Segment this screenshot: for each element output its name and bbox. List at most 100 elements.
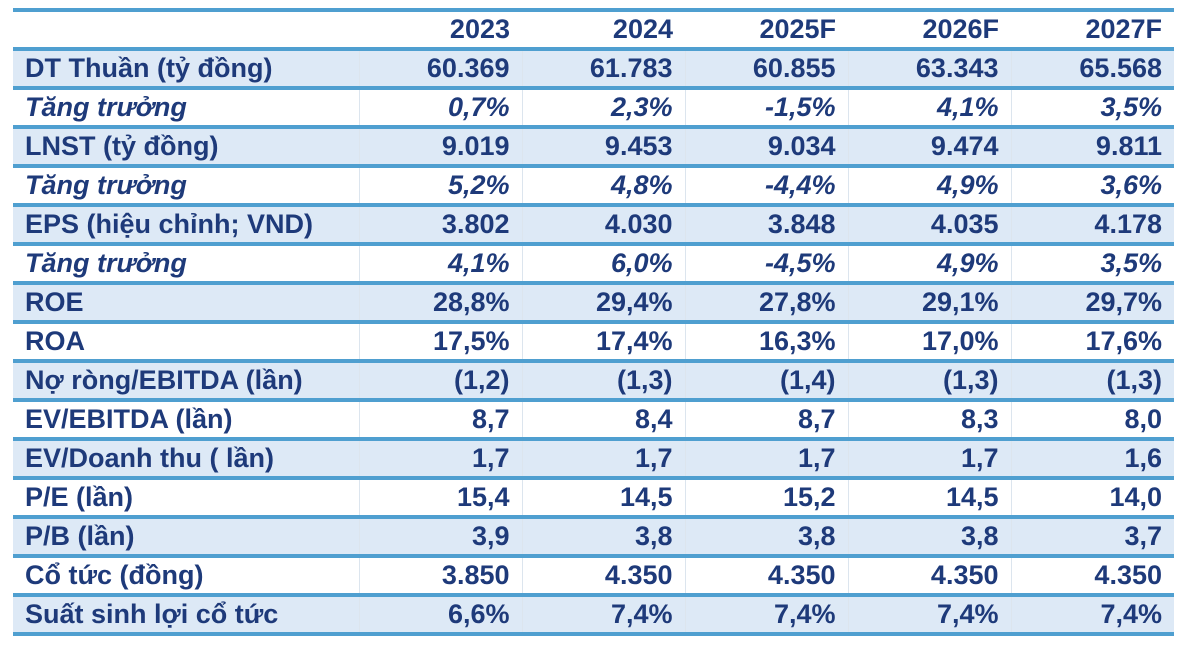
table-row: Suất sinh lợi cổ tức 6,6% 7,4% 7,4% 7,4%… [13, 595, 1174, 634]
row-value: 3,8 [847, 517, 1011, 556]
row-value: 9.453 [521, 127, 685, 166]
row-value: 60.855 [684, 49, 848, 88]
table-row: P/E (lần) 15,4 14,5 15,2 14,5 14,0 [13, 478, 1174, 517]
row-label: ROA [25, 326, 85, 356]
header-blank-cell [13, 10, 359, 49]
row-value: 8,7 [684, 400, 848, 439]
row-value: 5,2% [358, 166, 522, 205]
row-value: (1,3) [847, 361, 1011, 400]
row-value: -1,5% [684, 88, 848, 127]
row-value: 7,4% [847, 595, 1011, 634]
column-header-2027f: 2027F [1085, 14, 1162, 44]
row-value: 3,5% [1010, 244, 1174, 283]
row-label: Tăng trưởng [25, 92, 187, 122]
row-value: 3.848 [684, 205, 848, 244]
row-value: 9.811 [1010, 127, 1174, 166]
row-label: P/E (lần) [25, 482, 134, 512]
row-label: DT Thuần (tỷ đồng) [25, 53, 273, 83]
row-value: 65.568 [1010, 49, 1174, 88]
row-value: 9.019 [358, 127, 522, 166]
row-label: Tăng trưởng [25, 170, 187, 200]
table-row: EV/Doanh thu ( lần) 1,7 1,7 1,7 1,7 1,6 [13, 439, 1174, 478]
row-value: 16,3% [684, 322, 848, 361]
row-value: 3,7 [1010, 517, 1174, 556]
row-value: 9.034 [684, 127, 848, 166]
row-label: Tăng trưởng [25, 248, 187, 278]
row-value: 27,8% [684, 283, 848, 322]
row-value: 8,0 [1010, 400, 1174, 439]
row-label: Cổ tức (đồng) [25, 560, 204, 590]
row-value: 7,4% [1010, 595, 1174, 634]
row-value: 14,5 [521, 478, 685, 517]
row-label: Suất sinh lợi cổ tức [25, 599, 279, 629]
column-header-2025f: 2025F [759, 14, 836, 44]
table-header: 2023 2024 2025F 2026F 2027F [13, 10, 1174, 49]
row-value: 60.369 [358, 49, 522, 88]
table-row: Tăng trưởng 5,2% 4,8% -4,4% 4,9% 3,6% [13, 166, 1174, 205]
row-value: 1,7 [358, 439, 522, 478]
row-value: 4.350 [684, 556, 848, 595]
row-value: 29,1% [847, 283, 1011, 322]
row-value: 1,7 [847, 439, 1011, 478]
row-value: 17,5% [358, 322, 522, 361]
table-row: EPS (hiệu chỉnh; VND) 3.802 4.030 3.848 … [13, 205, 1174, 244]
row-label: ROE [25, 287, 84, 317]
table-row: DT Thuần (tỷ đồng) 60.369 61.783 60.855 … [13, 49, 1174, 88]
row-value: -4,4% [684, 166, 848, 205]
table-row: P/B (lần) 3,9 3,8 3,8 3,8 3,7 [13, 517, 1174, 556]
row-value: 4.350 [521, 556, 685, 595]
row-value: 2,3% [521, 88, 685, 127]
row-value: 15,2 [684, 478, 848, 517]
row-value: 3,9 [358, 517, 522, 556]
row-value: 4.035 [847, 205, 1011, 244]
row-value: (1,4) [684, 361, 848, 400]
row-value: (1,3) [1010, 361, 1174, 400]
row-value: 4.030 [521, 205, 685, 244]
row-value: 3,5% [1010, 88, 1174, 127]
row-value: 14,5 [847, 478, 1011, 517]
row-value: 6,6% [358, 595, 522, 634]
row-value: 1,7 [684, 439, 848, 478]
table-row: EV/EBITDA (lần) 8,7 8,4 8,7 8,3 8,0 [13, 400, 1174, 439]
row-value: (1,2) [358, 361, 522, 400]
row-value: 8,4 [521, 400, 685, 439]
row-value: 29,7% [1010, 283, 1174, 322]
row-value: 61.783 [521, 49, 685, 88]
row-value: 3,8 [521, 517, 685, 556]
row-value: 9.474 [847, 127, 1011, 166]
column-header-2024: 2024 [612, 14, 673, 44]
row-label: EV/Doanh thu ( lần) [25, 443, 274, 473]
row-label: LNST (tỷ đồng) [25, 131, 219, 161]
row-value: 4,9% [847, 244, 1011, 283]
row-label: EV/EBITDA (lần) [25, 404, 233, 434]
row-value: 3.802 [358, 205, 522, 244]
row-label: EPS (hiệu chỉnh; VND) [25, 209, 314, 239]
row-value: 7,4% [684, 595, 848, 634]
row-value: 17,6% [1010, 322, 1174, 361]
row-value: (1,3) [521, 361, 685, 400]
row-value: 8,7 [358, 400, 522, 439]
row-value: 7,4% [521, 595, 685, 634]
table-row: Tăng trưởng 0,7% 2,3% -1,5% 4,1% 3,5% [13, 88, 1174, 127]
row-label: P/B (lần) [25, 521, 135, 551]
row-value: 3,6% [1010, 166, 1174, 205]
row-value: 17,4% [521, 322, 685, 361]
row-value: 4,8% [521, 166, 685, 205]
row-value: -4,5% [684, 244, 848, 283]
row-value: 1,6 [1010, 439, 1174, 478]
table-body: DT Thuần (tỷ đồng) 60.369 61.783 60.855 … [13, 49, 1174, 634]
table-row: LNST (tỷ đồng) 9.019 9.453 9.034 9.474 9… [13, 127, 1174, 166]
row-value: 4.178 [1010, 205, 1174, 244]
table-row: Tăng trưởng 4,1% 6,0% -4,5% 4,9% 3,5% [13, 244, 1174, 283]
row-value: 4,9% [847, 166, 1011, 205]
row-value: 4,1% [358, 244, 522, 283]
row-value: 4,1% [847, 88, 1011, 127]
row-value: 4.350 [1010, 556, 1174, 595]
row-value: 8,3 [847, 400, 1011, 439]
row-value: 0,7% [358, 88, 522, 127]
table-row: ROA 17,5% 17,4% 16,3% 17,0% 17,6% [13, 322, 1174, 361]
column-header-2026f: 2026F [922, 14, 999, 44]
table-row: Cổ tức (đồng) 3.850 4.350 4.350 4.350 4.… [13, 556, 1174, 595]
column-header-2023: 2023 [449, 14, 510, 44]
